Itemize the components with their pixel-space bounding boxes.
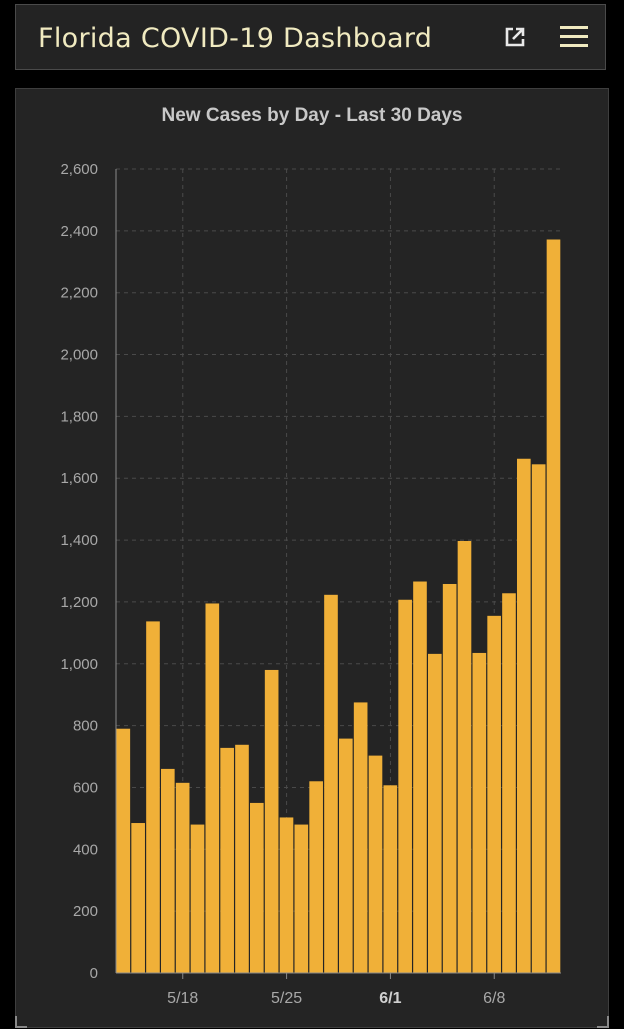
- bar-6/12: [546, 239, 561, 973]
- y-tick-label: 1,600: [60, 470, 98, 487]
- bar-5/29: [339, 738, 353, 973]
- bar-5/28: [324, 594, 338, 973]
- chart-panel: New Cases by Day - Last 30 Days 0 200 400 6…: [15, 88, 609, 1028]
- y-tick-label: 2,600: [60, 161, 98, 178]
- bar-6/10: [517, 458, 531, 973]
- bar-6/1: [383, 785, 398, 973]
- bar-5/14: [116, 728, 131, 973]
- bar-6/3: [413, 581, 427, 973]
- y-tick-label: 800: [73, 718, 98, 735]
- bar-5/18: [175, 782, 190, 973]
- y-tick-label: 600: [73, 779, 98, 796]
- bar-6/6: [457, 541, 472, 973]
- app-header: Florida COVID-19 Dashboard: [15, 4, 606, 70]
- chart-title: New Cases by Day - Last 30 Days: [161, 105, 463, 126]
- y-tick-label: 1,800: [60, 408, 98, 425]
- panel-corner-right: [597, 1016, 609, 1028]
- bar-6/11: [531, 464, 546, 973]
- bar-5/20: [205, 603, 220, 973]
- x-tick-label: 6/1: [379, 990, 401, 1007]
- bar-6/8: [487, 615, 501, 973]
- bar-5/31: [368, 755, 383, 973]
- x-tick-label: 5/18: [167, 990, 198, 1007]
- bar-5/19: [190, 824, 205, 973]
- bar-6/5: [442, 583, 457, 973]
- app-title: Florida COVID-19 Dashboard: [38, 23, 433, 54]
- bar-6/4: [428, 653, 442, 973]
- bar-6/7: [472, 652, 487, 973]
- bar-5/24: [264, 669, 279, 973]
- external-link-icon: [498, 20, 532, 54]
- y-tick-label: 2,000: [60, 347, 98, 364]
- y-tick-label: 1,000: [60, 656, 98, 673]
- y-tick-label: 2,200: [60, 285, 98, 302]
- y-tick-label: 1,200: [60, 594, 98, 611]
- bar-5/25: [279, 817, 294, 973]
- x-tick-label: 6/8: [483, 990, 505, 1007]
- y-tick-label: 0: [90, 965, 98, 982]
- bar-5/23: [250, 802, 264, 973]
- y-tick-label: 400: [73, 841, 98, 858]
- y-tick-label: 200: [73, 903, 98, 920]
- hamburger-menu-icon: [556, 20, 590, 54]
- bar-5/27: [309, 781, 323, 973]
- external-link-button[interactable]: [498, 20, 532, 54]
- bar-chart: 0 200 400 600 800 1,000 1,200 1,400 1,600 1,800 2,…: [60, 161, 561, 1007]
- bar-5/16: [146, 621, 160, 973]
- bar-5/17: [161, 768, 175, 973]
- bar-5/26: [294, 824, 309, 973]
- y-tick-label: 2,400: [60, 223, 98, 240]
- bar-5/30: [353, 702, 368, 973]
- bar-5/15: [131, 823, 145, 973]
- menu-button[interactable]: [556, 20, 590, 54]
- x-tick-label: 5/25: [271, 990, 302, 1007]
- bar-6/2: [398, 599, 412, 973]
- panel-corner-left: [15, 1016, 27, 1028]
- bar-5/22: [235, 744, 249, 973]
- bar-5/21: [220, 747, 234, 973]
- bar-6/9: [502, 593, 516, 973]
- y-tick-label: 1,400: [60, 532, 98, 549]
